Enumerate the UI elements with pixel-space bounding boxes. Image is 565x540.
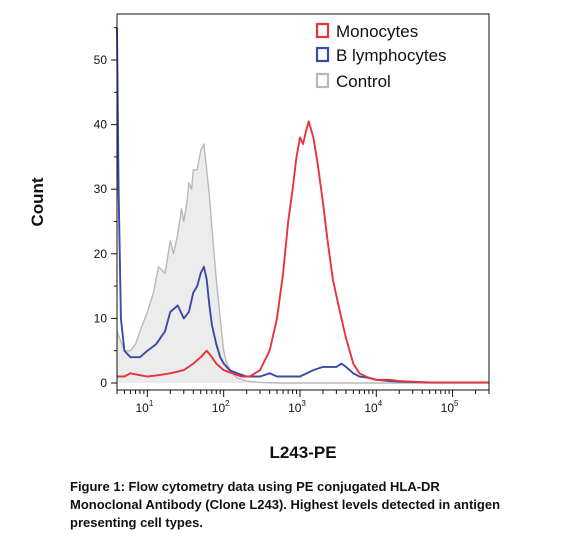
figure-caption: Figure 1: Flow cytometry data using PE c… [70, 479, 501, 530]
legend-swatch-b-lymphocytes [315, 46, 330, 63]
y-tick-label: 30 [94, 182, 108, 196]
legend-swatch-control [315, 72, 330, 89]
x-axis: 101 102 103 104 105 [116, 390, 490, 415]
legend-label-control: Control [336, 72, 391, 91]
x-tick-label: 104 [364, 399, 382, 415]
y-tick-label: 50 [94, 53, 108, 67]
y-axis: 0 10 20 30 40 50 [94, 27, 117, 390]
x-tick-label: 103 [288, 399, 306, 415]
plot-frame [116, 13, 490, 391]
y-tick-label: 10 [94, 311, 108, 325]
x-axis-label: L243-PE [269, 443, 336, 462]
legend-swatch-monocytes [315, 22, 330, 39]
y-axis-label: Count [28, 177, 47, 226]
series-line-monocytes [117, 120, 489, 384]
legend-label-b-lymphocytes: B lymphocytes [336, 46, 447, 65]
legend: Monocytes B lymphocytes Control [315, 22, 447, 91]
y-tick-label: 20 [94, 247, 108, 261]
series-layer [116, 27, 489, 384]
x-tick-label: 105 [441, 399, 459, 415]
y-tick-label: 0 [100, 376, 107, 390]
legend-label-monocytes: Monocytes [336, 22, 418, 41]
series-line-b-lymphocytes [116, 27, 489, 384]
x-tick-label: 102 [212, 399, 230, 415]
series-fill-control [117, 144, 489, 383]
x-tick-label: 101 [135, 399, 153, 415]
y-tick-label: 40 [94, 118, 108, 132]
